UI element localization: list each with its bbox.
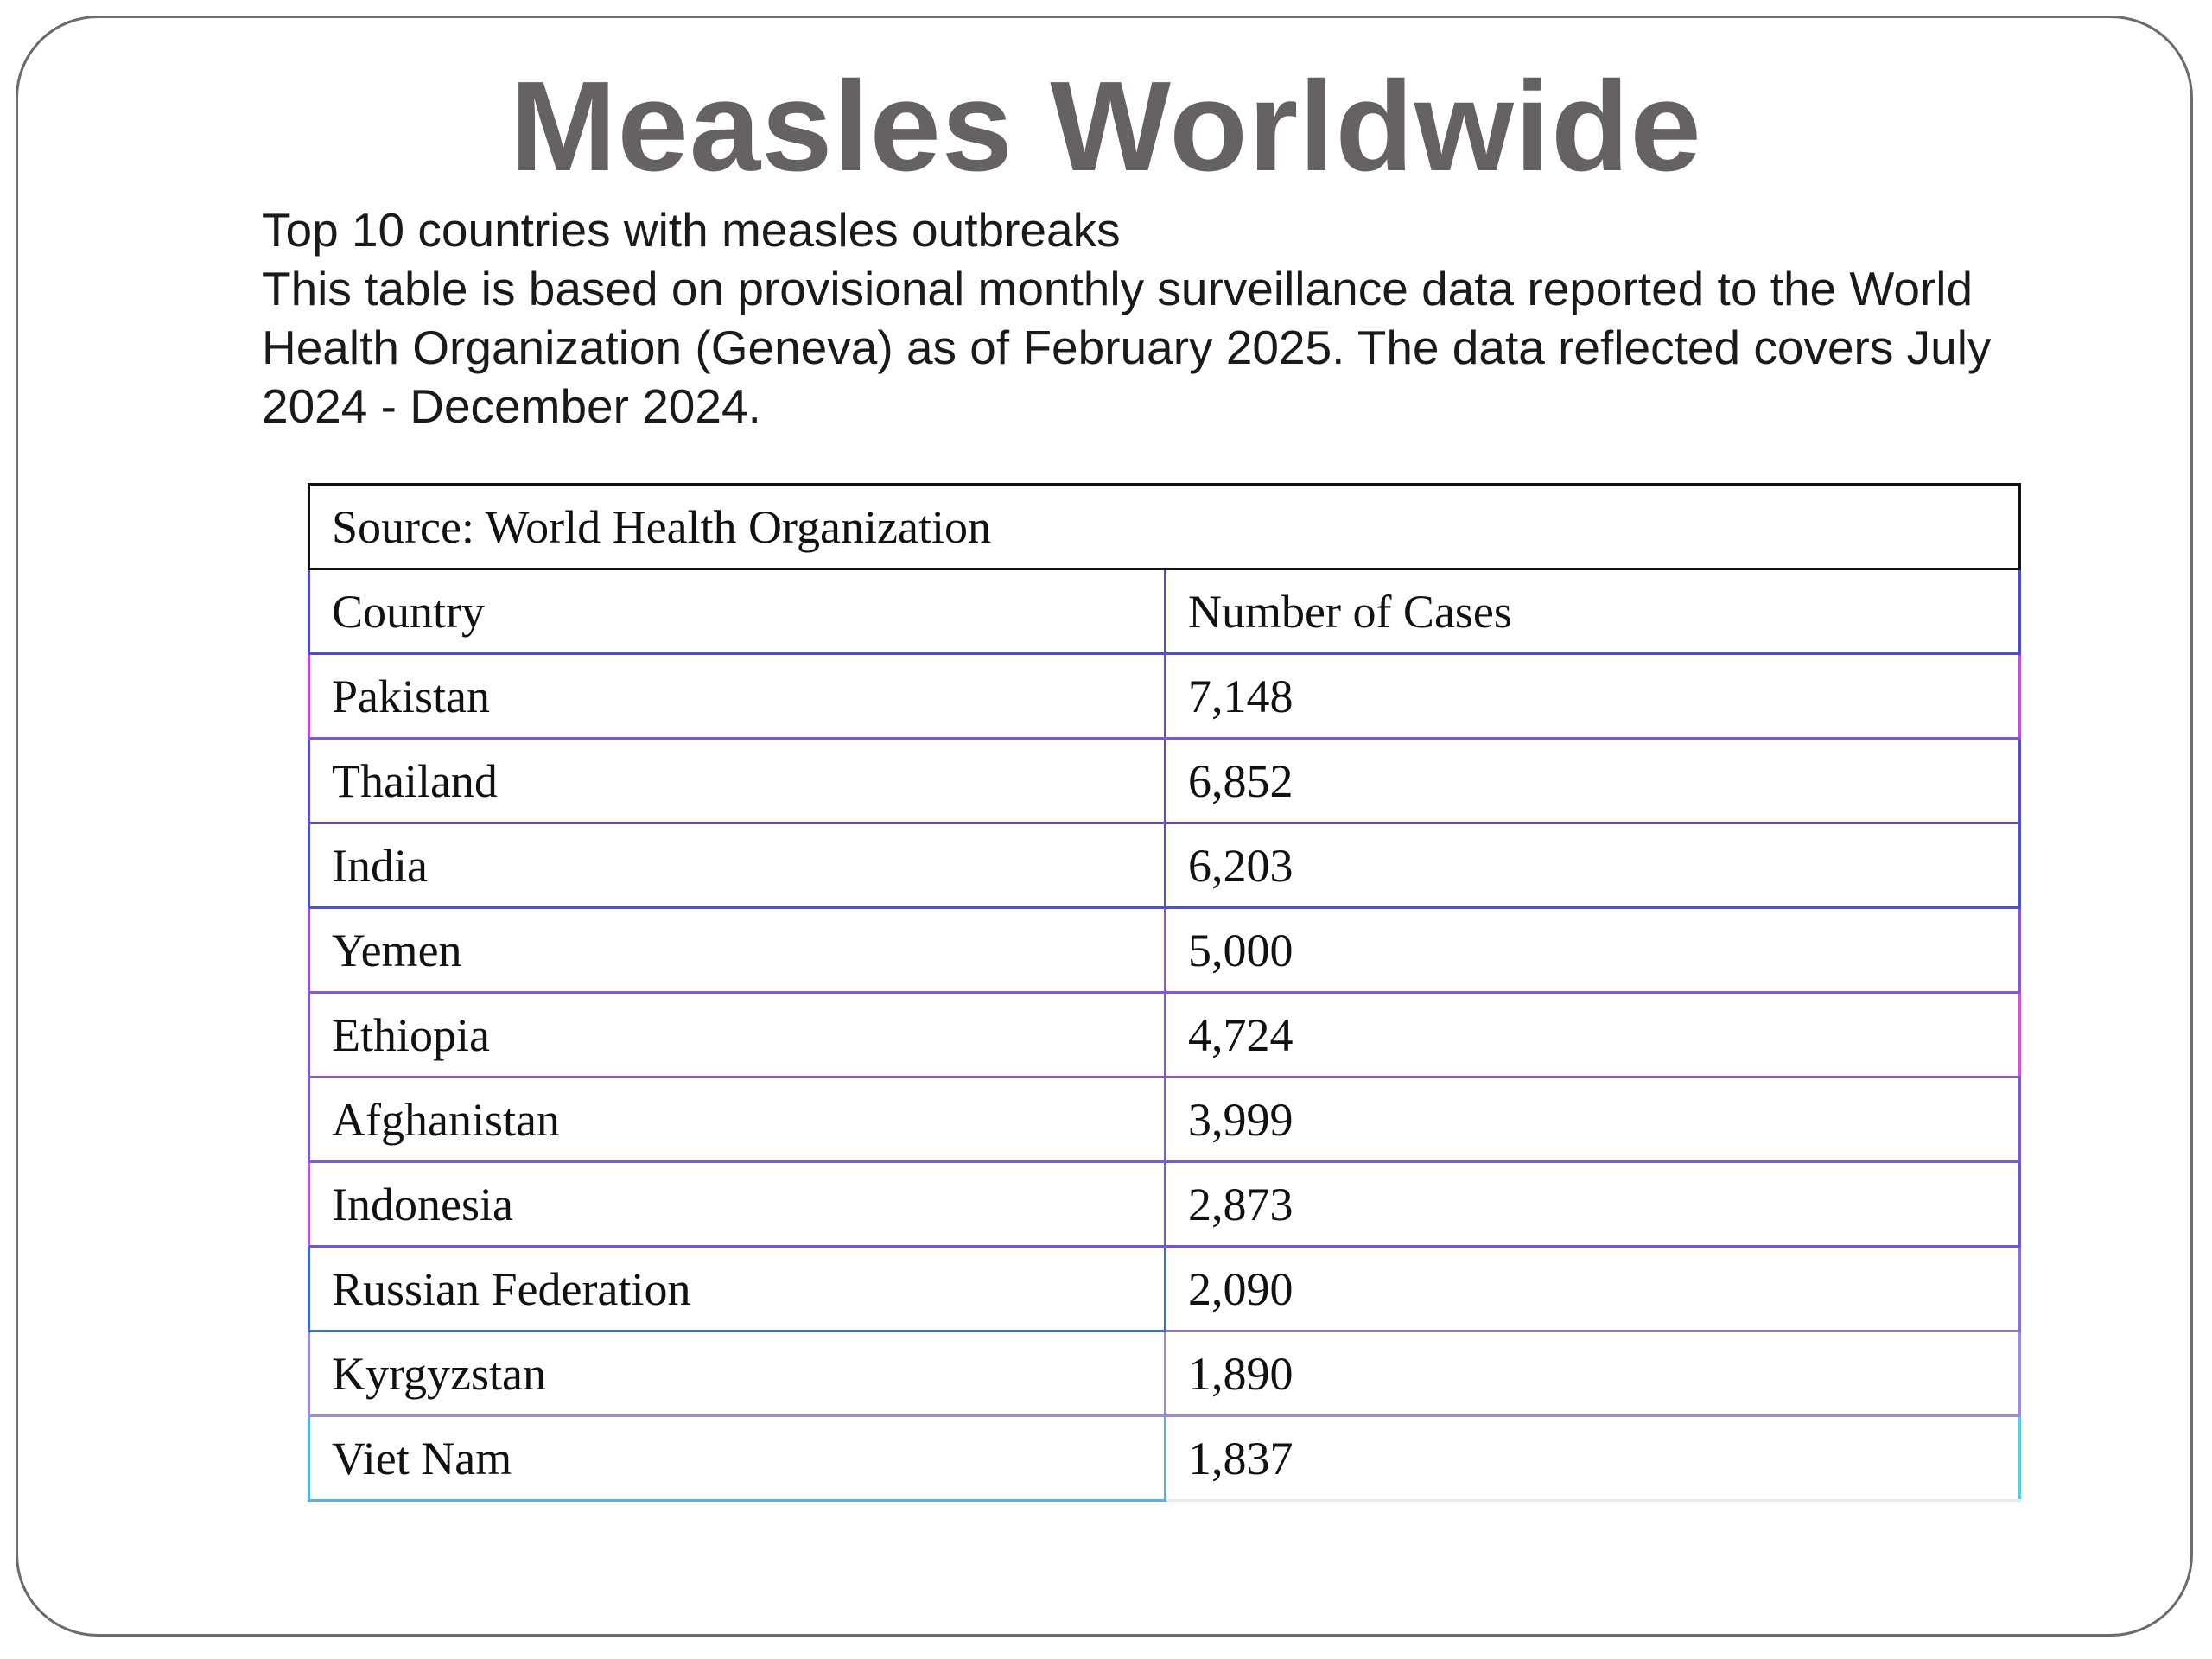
cases-cell: 1,837 [1164,1414,2021,1502]
country-cell: Afghanistan [308,1076,1166,1163]
table-row: Afghanistan 3,999 [308,1076,2021,1163]
table-row: India 6,203 [308,822,2021,909]
cases-cell: 3,999 [1164,1076,2021,1163]
table-row: Pakistan 7,148 [308,652,2021,740]
country-cell: Yemen [308,906,1166,994]
country-cell: Thailand [308,737,1166,824]
table-row: Ethiopia 4,724 [308,991,2021,1078]
country-cell: Kyrgyzstan [308,1330,1166,1417]
slide-subtitle: Top 10 countries with measles outbreaks … [262,200,2076,435]
source-row: Source: World Health Organization [308,483,2021,570]
table-row: Viet Nam 1,837 [308,1414,2021,1502]
country-cell: Russian Federation [308,1245,1166,1332]
table-row: Yemen 5,000 [308,906,2021,994]
table-row: Thailand 6,852 [308,737,2021,824]
country-cell: Indonesia [308,1160,1166,1248]
subtitle-line-2: This table is based on provisional month… [262,262,1992,433]
header-country: Country [308,568,1166,655]
country-cell: Ethiopia [308,991,1166,1078]
cases-cell: 4,724 [1164,991,2021,1078]
country-cell: Viet Nam [308,1414,1166,1502]
country-cell: India [308,822,1166,909]
table-row: Russian Federation 2,090 [308,1245,2021,1332]
subtitle-line-1: Top 10 countries with measles outbreaks [262,203,1121,257]
cases-cell: 6,852 [1164,737,2021,824]
header-cases: Number of Cases [1164,568,2021,655]
cases-cell: 5,000 [1164,906,2021,994]
cases-cell: 7,148 [1164,652,2021,740]
cases-cell: 2,873 [1164,1160,2021,1248]
header-row: Country Number of Cases [308,568,2021,655]
cases-cell: 6,203 [1164,822,2021,909]
table-row: Kyrgyzstan 1,890 [308,1330,2021,1417]
cases-table: Source: World Health Organization Countr… [308,483,2021,1502]
table-row: Indonesia 2,873 [308,1160,2021,1248]
country-cell: Pakistan [308,652,1166,740]
slide-title: Measles Worldwide [510,55,1702,198]
cases-cell: 1,890 [1164,1330,2021,1417]
cases-cell: 2,090 [1164,1245,2021,1332]
source-cell: Source: World Health Organization [308,483,2021,570]
